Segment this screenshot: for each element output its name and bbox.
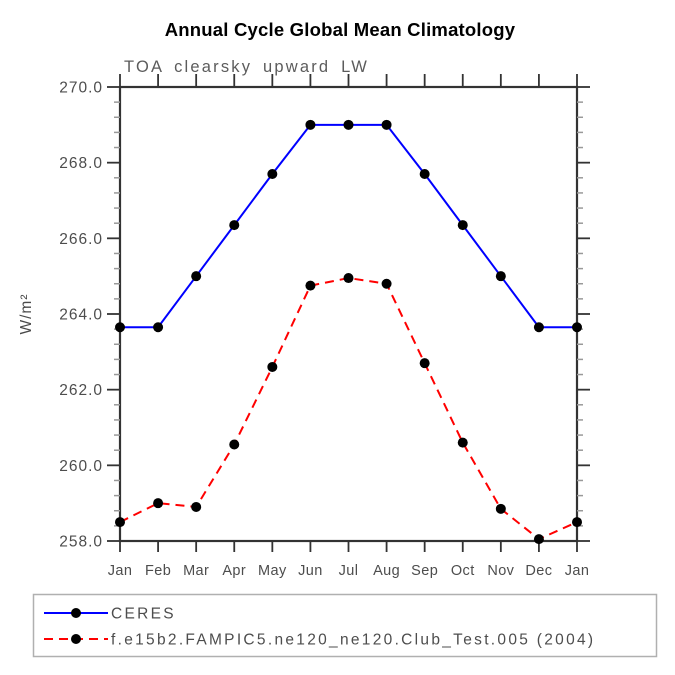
x-tick-label: Mar [183, 563, 209, 579]
data-point-series-0 [572, 322, 582, 333]
data-point-series-1 [153, 498, 164, 509]
y-tick-label: 264.0 [59, 307, 103, 324]
legend-label-model: f.e15b2.FAMPIC5.ne120_ne120.Club_Test.00… [111, 632, 595, 649]
y-tick-label: 258.0 [59, 534, 103, 551]
data-point-series-1 [495, 503, 506, 514]
data-point-series-0 [229, 220, 240, 231]
y-tick-label: 260.0 [59, 458, 103, 475]
data-point-series-0 [267, 169, 278, 180]
data-point-series-1 [115, 517, 125, 528]
data-point-series-0 [381, 119, 392, 130]
data-point-series-1 [457, 437, 468, 448]
x-tick-label: Jun [298, 563, 323, 579]
y-tick-label: 266.0 [59, 231, 103, 248]
data-point-series-1 [381, 278, 392, 289]
legend-marker-ceres [71, 608, 81, 618]
x-tick-label: Aug [373, 563, 400, 579]
data-point-series-1 [572, 517, 582, 528]
y-tick-label: 262.0 [59, 382, 103, 399]
data-point-series-0 [305, 119, 316, 130]
data-point-series-1 [343, 273, 354, 284]
x-tick-label: Jul [339, 563, 359, 579]
x-tick-label: May [258, 563, 287, 579]
legend-box [32, 593, 658, 658]
data-point-series-1 [191, 501, 202, 512]
data-point-series-0 [495, 271, 506, 282]
x-tick-label: Jan [565, 563, 590, 579]
data-point-series-0 [153, 322, 164, 333]
series-line-1 [119, 277, 578, 541]
axes: 258.0 260.0 262.0 264.0 266.0 268.0 270.0 Jan Fe… [59, 74, 590, 579]
data-point-series-1 [533, 534, 544, 545]
data-point-series-0 [457, 220, 468, 231]
data-series [115, 119, 582, 545]
data-point-series-1 [419, 358, 430, 369]
data-point-series-1 [229, 439, 240, 450]
data-point-series-0 [343, 119, 354, 130]
data-point-series-0 [419, 169, 430, 180]
x-tick-label: Jan [108, 563, 133, 579]
y-tick-label: 268.0 [59, 155, 103, 172]
y-axis-label: W/m² [18, 293, 35, 334]
data-point-series-0 [115, 322, 125, 333]
chart-title: Annual Cycle Global Mean Climatology [165, 19, 516, 40]
chart-subtitle: TOA clearsky upward LW [124, 58, 369, 76]
x-tick-label: Nov [487, 563, 514, 579]
data-point-series-0 [191, 271, 202, 282]
legend-label-ceres: CERES [111, 606, 176, 623]
data-point-series-1 [305, 280, 316, 291]
x-tick-label: Oct [451, 563, 475, 579]
legend-marker-model [71, 634, 81, 644]
y-tick-label: 270.0 [59, 80, 103, 97]
x-tick-label: Feb [145, 563, 171, 579]
legend: CERES f.e15b2.FAMPIC5.ne120_ne120.Club_T… [32, 593, 658, 658]
x-tick-label: Sep [411, 563, 438, 579]
series-line-0 [120, 123, 577, 329]
x-tick-label: Dec [525, 563, 552, 579]
data-point-series-1 [267, 361, 278, 372]
x-tick-label: Apr [222, 563, 246, 579]
plot-border [118, 85, 579, 543]
data-point-series-0 [533, 322, 544, 333]
